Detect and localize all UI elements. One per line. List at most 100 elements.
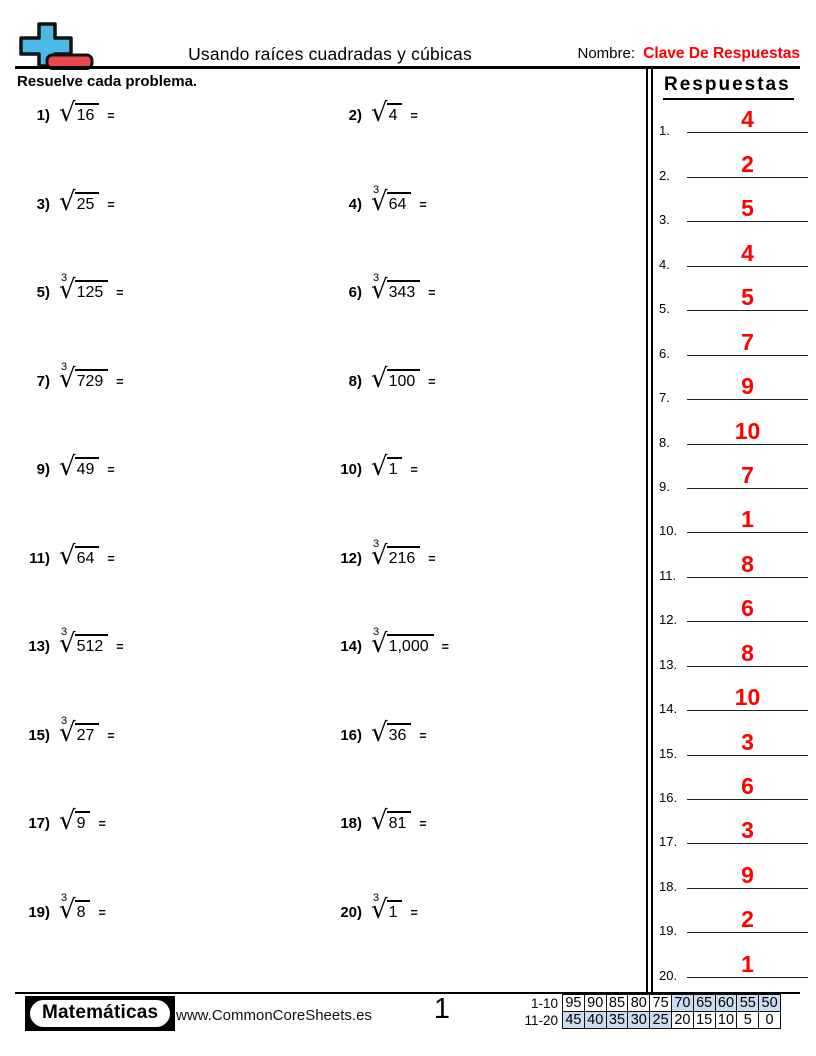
score-cell-highlighted: 55 xyxy=(736,994,760,1012)
answer-value: 3 xyxy=(741,728,754,755)
problem-3: 3) √ 25 = xyxy=(12,185,324,274)
answer-number: 6. xyxy=(659,345,670,361)
score-cell-highlighted: 45 xyxy=(562,1011,585,1029)
answer-number: 20. xyxy=(659,967,678,983)
answer-line: 7 xyxy=(687,326,808,356)
problem-5: 5) 3 √ 125 = xyxy=(12,273,324,362)
equals-sign: = xyxy=(107,551,115,566)
equals-sign: = xyxy=(107,197,115,212)
answer-line: 3 xyxy=(687,814,808,845)
radical-expression: √ 49 xyxy=(59,454,100,480)
equals-sign: = xyxy=(116,640,124,655)
problem-12: 12) 3 √ 216 = xyxy=(324,538,644,628)
answer-value: 4 xyxy=(741,239,754,266)
grading-row-1: 95 90 85 80 75 70 65 60 55 50 xyxy=(562,994,781,1012)
answer-line: 2 xyxy=(687,903,808,934)
brand-label: Matemáticas xyxy=(30,1000,171,1027)
radical-sign-icon: √ xyxy=(59,275,76,306)
answer-value: 3 xyxy=(741,817,754,844)
problem-15: 15) 3 √ 27 = xyxy=(12,715,324,805)
answer-row: 2. 2 xyxy=(659,138,812,182)
problem-7: 7) 3 √ 729 = xyxy=(12,361,324,451)
answer-value: 2 xyxy=(741,906,754,933)
answer-line: 10 xyxy=(687,415,808,445)
radicand: 4 xyxy=(386,103,403,125)
equals-sign: = xyxy=(419,817,427,832)
problem-4: 4) 3 √ 64 = xyxy=(324,184,644,274)
equals-sign: = xyxy=(419,728,427,743)
equals-sign: = xyxy=(116,286,124,301)
radicand: 512 xyxy=(74,634,109,656)
radicand: 64 xyxy=(386,191,412,214)
radical-expression: 3 √ 343 xyxy=(371,273,421,306)
answer-line: 6 xyxy=(687,592,808,623)
radical-expression: 3 √ 125 xyxy=(59,273,109,306)
problem-number: 18) xyxy=(340,815,362,833)
answer-number: 3. xyxy=(659,212,670,228)
answer-row: 13. 8 xyxy=(659,627,812,671)
grading-row-2: 45 40 35 30 25 20 15 10 5 0 xyxy=(562,1011,781,1029)
problem-9: 9) √ 49 = xyxy=(12,450,324,539)
radicand: 8 xyxy=(74,899,91,922)
radicand: 100 xyxy=(386,368,421,391)
grading-table: 95 90 85 80 75 70 65 60 55 50 45 40 35 3… xyxy=(562,994,781,1029)
radicand: 25 xyxy=(74,191,100,214)
radicand: 81 xyxy=(386,811,412,833)
answer-row: 11. 8 xyxy=(659,538,812,582)
equals-sign: = xyxy=(428,551,436,566)
footer-divider xyxy=(15,992,800,994)
problem-number: 16) xyxy=(340,726,362,744)
answer-line: 9 xyxy=(687,370,808,401)
answer-row: 19. 2 xyxy=(659,894,812,938)
answer-value: 7 xyxy=(741,328,754,355)
header-divider xyxy=(15,66,800,69)
equals-sign: = xyxy=(116,374,124,389)
answer-number: 19. xyxy=(659,923,678,939)
radical-sign-icon: √ xyxy=(371,806,388,837)
answer-row: 17. 3 xyxy=(659,805,812,849)
equals-sign: = xyxy=(410,905,418,920)
problem-number: 1) xyxy=(36,107,50,124)
radical-expression: 3 √ 216 xyxy=(371,538,421,569)
answer-row: 7. 9 xyxy=(659,361,812,405)
radical-expression: 3 √ 64 xyxy=(371,184,412,215)
answer-row: 9. 7 xyxy=(659,450,812,494)
answer-number: 2. xyxy=(659,167,670,183)
answer-value: 5 xyxy=(741,195,754,222)
radicand: 729 xyxy=(74,368,109,391)
answer-line: 5 xyxy=(687,192,808,223)
score-cell-highlighted: 35 xyxy=(605,1011,629,1029)
page-number: 1 xyxy=(433,993,451,1025)
score-cell: 0 xyxy=(758,1011,781,1029)
root-index: 3 xyxy=(373,537,380,550)
answer-number: 14. xyxy=(659,701,678,717)
answer-line: 10 xyxy=(687,681,808,712)
radicand: 1 xyxy=(386,899,403,922)
score-cell-highlighted: 70 xyxy=(670,994,694,1012)
problem-10: 10) √ 1 = xyxy=(324,450,644,539)
root-index: 3 xyxy=(373,626,380,639)
score-cell-highlighted: 65 xyxy=(692,994,716,1012)
answer-line: 5 xyxy=(687,281,808,312)
problem-16: 16) √ 36 = xyxy=(324,716,644,805)
score-cell: 95 xyxy=(562,994,585,1012)
problem-17: 17) √ 9 = xyxy=(12,804,324,893)
answers-title: Respuestas xyxy=(663,74,794,100)
answer-row: 4. 4 xyxy=(659,227,812,271)
radical-expression: √ 36 xyxy=(371,720,412,746)
radical-sign-icon: √ xyxy=(59,894,76,925)
problem-number: 3) xyxy=(36,195,50,213)
radical-sign-icon: √ xyxy=(371,275,388,306)
radical-sign-icon: √ xyxy=(371,452,388,483)
answer-line: 4 xyxy=(687,103,808,134)
problem-18: 18) √ 81 = xyxy=(324,804,644,893)
answer-line: 8 xyxy=(687,548,808,578)
answer-row: 10. 1 xyxy=(659,494,812,538)
root-index: 3 xyxy=(373,183,380,196)
equals-sign: = xyxy=(98,817,106,832)
radical-sign-icon: √ xyxy=(59,186,76,217)
website-url: www.CommonCoreSheets.es xyxy=(176,1007,372,1024)
radical-sign-icon: √ xyxy=(59,540,76,571)
radical-expression: 3 √ 729 xyxy=(59,361,109,392)
radical-sign-icon: √ xyxy=(59,717,76,748)
